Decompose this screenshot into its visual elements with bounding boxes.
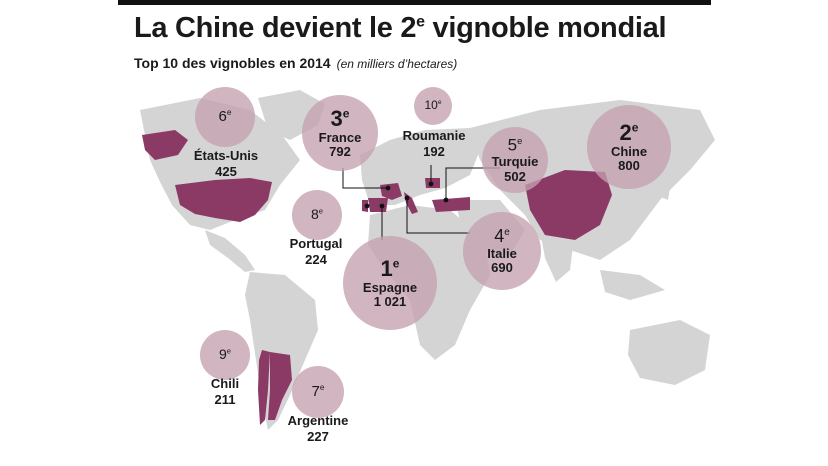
argentina-shape xyxy=(268,352,292,420)
china-shape xyxy=(525,170,612,240)
rank-etats-unis: 6e xyxy=(218,108,232,126)
page-title: La Chine devient le 2e vignoble mondial xyxy=(134,12,667,44)
page-subtitle: Top 10 des vignobles en 2014 (en milliers… xyxy=(134,55,458,71)
rank-italie: 4e xyxy=(494,225,510,246)
label-etats-unis: États-Unis 425 xyxy=(193,148,259,180)
bubble-argentine: 7e xyxy=(292,366,344,418)
value-france: 792 xyxy=(329,144,351,160)
name-espagne: Espagne xyxy=(362,279,418,295)
turkey-shape xyxy=(432,197,470,212)
value-italie: 690 xyxy=(491,259,513,275)
label-chili: Chili 211 xyxy=(210,376,240,408)
rank-roumanie: 10e xyxy=(424,98,442,113)
label-roumanie: Roumanie 192 xyxy=(402,128,466,160)
value-chine: 800 xyxy=(618,158,640,174)
bubble-portugal: 8e xyxy=(292,190,342,240)
label-argentine: Argentine 227 xyxy=(287,413,349,445)
bubble-chili: 9e xyxy=(200,330,250,380)
alaska-shape xyxy=(142,130,188,160)
bubble-roumanie: 10e xyxy=(414,87,452,125)
rank-portugal: 8e xyxy=(310,206,324,223)
rank-france: 3e xyxy=(330,105,350,131)
rank-turquie: 5e xyxy=(507,135,523,155)
rank-chili: 9e xyxy=(218,346,232,363)
name-turquie: Turquie xyxy=(491,154,539,170)
name-france: France xyxy=(318,129,362,145)
bubble-italie: 4e Italie 690 xyxy=(463,212,541,290)
rank-espagne: 1e xyxy=(380,255,400,281)
bubble-espagne: 1e Espagne 1 021 xyxy=(343,236,437,330)
top-rule xyxy=(118,0,711,5)
bubble-turquie: 5e Turquie 502 xyxy=(482,127,548,193)
name-chine: Chine xyxy=(610,143,648,159)
label-portugal: Portugal 224 xyxy=(289,236,343,268)
rank-chine: 2e xyxy=(619,119,639,145)
chile-shape xyxy=(258,350,270,425)
bubble-etats-unis: 6e xyxy=(195,87,255,147)
bubble-chine: 2e Chine 800 xyxy=(587,105,671,189)
value-turquie: 502 xyxy=(504,168,526,184)
value-espagne: 1 021 xyxy=(373,294,407,310)
usa-shape xyxy=(175,178,272,222)
france-shape xyxy=(380,183,402,200)
spain-shape xyxy=(368,198,388,212)
unit-note: (en milliers d’hectares) xyxy=(336,57,458,71)
rank-argentine: 7e xyxy=(311,383,325,401)
name-italie: Italie xyxy=(487,245,517,261)
bubble-france: 3e France 792 xyxy=(302,95,378,171)
